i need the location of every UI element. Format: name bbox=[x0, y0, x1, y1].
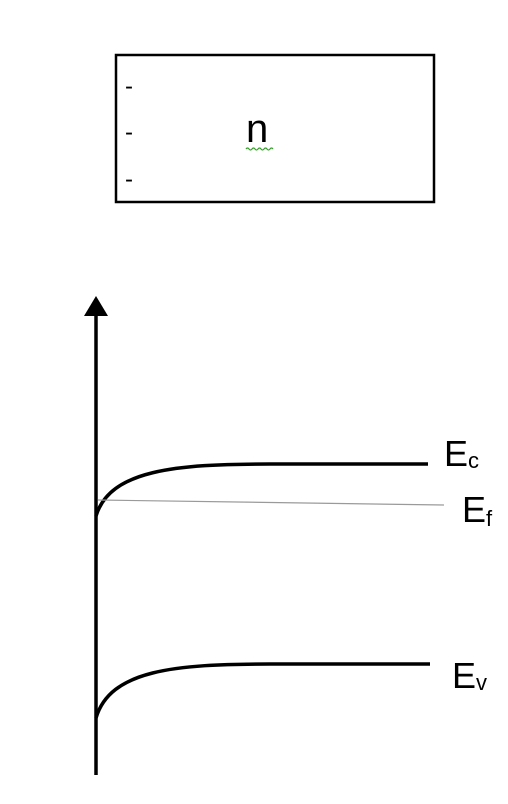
valence-band-curve bbox=[94, 662, 430, 719]
surface-charge-3: - bbox=[125, 166, 133, 193]
conduction-band-label: Ec bbox=[444, 433, 479, 474]
valence-band-label: Ev bbox=[452, 655, 487, 696]
conduction-band-curve bbox=[94, 462, 428, 517]
fermi-level-line bbox=[97, 499, 445, 506]
spellcheck-underline bbox=[245, 147, 274, 151]
box-outline bbox=[114, 53, 436, 204]
surface-charge-2: - bbox=[125, 119, 133, 146]
semiconductor-box: - - - n bbox=[114, 53, 436, 204]
semiconductor-type-label: n bbox=[246, 107, 268, 151]
surface-charge-1: - bbox=[125, 73, 133, 100]
fermi-level-label: Ef bbox=[462, 489, 493, 531]
energy-axis bbox=[84, 296, 108, 775]
axis-arrow-icon bbox=[84, 296, 108, 316]
